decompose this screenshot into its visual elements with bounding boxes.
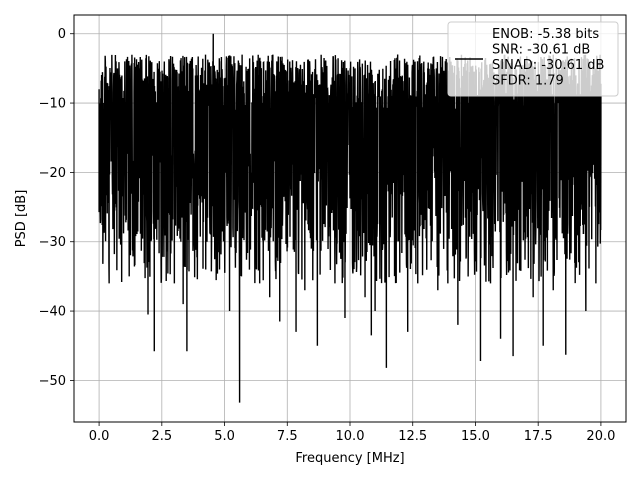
psd-series-line xyxy=(98,33,602,403)
y-axis-ticks: 0 −10 −20 −30 −40 −50 xyxy=(39,27,74,389)
series-layer xyxy=(98,33,602,403)
x-tick-label: 5.0 xyxy=(214,429,235,444)
x-axis-ticks: 0.0 2.5 5.0 7.5 10.0 12.5 15.0 17.5 20.0 xyxy=(89,422,615,444)
legend-sfdr: SFDR: 1.79 xyxy=(492,74,564,89)
x-tick-label: 15.0 xyxy=(461,429,490,444)
legend-sinad: SINAD: -30.61 dB xyxy=(492,58,604,73)
y-tick-label: −20 xyxy=(39,166,66,181)
legend: ENOB: -5.38 bits SNR: -30.61 dB SINAD: -… xyxy=(447,21,619,97)
y-axis-label: PSD [dB] xyxy=(14,190,29,248)
y-tick-label: −10 xyxy=(39,97,66,112)
x-tick-label: 7.5 xyxy=(277,429,298,444)
x-tick-label: 10.0 xyxy=(336,429,365,444)
x-tick-label: 2.5 xyxy=(151,429,172,444)
x-axis-label: Frequency [MHz] xyxy=(295,451,404,466)
x-tick-label: 0.0 xyxy=(89,429,110,444)
x-tick-label: 12.5 xyxy=(398,429,427,444)
y-tick-label: −40 xyxy=(39,305,66,320)
x-tick-label: 20.0 xyxy=(586,429,615,444)
plot-frame xyxy=(73,14,627,423)
y-tick-label: 0 xyxy=(58,27,66,42)
legend-enob: ENOB: -5.38 bits xyxy=(492,27,599,42)
x-tick-label: 17.5 xyxy=(524,429,553,444)
y-tick-label: −50 xyxy=(39,374,66,389)
y-tick-label: −30 xyxy=(39,235,66,250)
legend-snr: SNR: -30.61 dB xyxy=(492,43,590,58)
legend-box xyxy=(447,21,619,97)
